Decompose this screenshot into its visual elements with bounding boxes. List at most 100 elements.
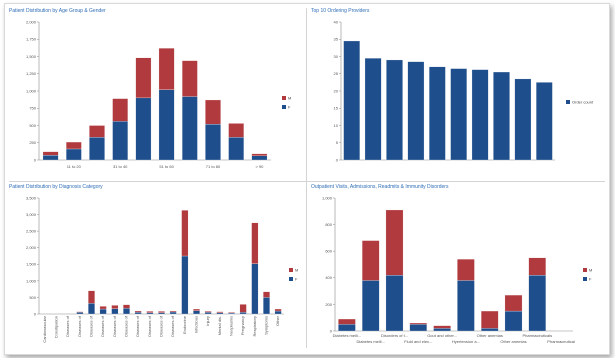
bar-m[interactable] bbox=[88, 290, 95, 304]
x-tick-label: Endocrine bbox=[182, 315, 187, 334]
bar-f[interactable] bbox=[66, 148, 82, 161]
bar-f[interactable] bbox=[228, 312, 235, 315]
bar-f[interactable] bbox=[528, 275, 546, 332]
bar-m[interactable] bbox=[457, 259, 475, 281]
bar-f[interactable] bbox=[263, 297, 270, 315]
bar-m[interactable] bbox=[181, 210, 189, 257]
bar-f[interactable] bbox=[123, 308, 130, 315]
bar-f[interactable] bbox=[158, 312, 165, 315]
bar-f[interactable] bbox=[182, 96, 198, 161]
bar-order-count[interactable] bbox=[407, 61, 425, 161]
bar-m[interactable] bbox=[204, 311, 212, 313]
x-tick-label: Pharmaceuticals bbox=[523, 333, 553, 338]
bar-f[interactable] bbox=[88, 303, 95, 315]
bar-f[interactable] bbox=[42, 155, 59, 161]
bar-m[interactable] bbox=[99, 306, 107, 310]
bar-m[interactable] bbox=[134, 310, 142, 313]
bar-f[interactable] bbox=[99, 308, 107, 315]
x-tick-label: Neoplasms bbox=[229, 316, 234, 336]
bar-m[interactable] bbox=[42, 151, 59, 156]
bar-m[interactable] bbox=[338, 318, 356, 325]
bar-m[interactable] bbox=[216, 311, 224, 313]
bar-m[interactable] bbox=[205, 99, 221, 125]
bar-m[interactable] bbox=[274, 308, 282, 312]
y-tick-label: 600 bbox=[325, 249, 332, 254]
bar-f[interactable] bbox=[251, 263, 259, 315]
bar-order-count[interactable] bbox=[386, 59, 403, 161]
bar-m[interactable] bbox=[481, 310, 499, 329]
bar-m[interactable] bbox=[169, 310, 177, 313]
bar-m[interactable] bbox=[433, 325, 451, 329]
x-tick-label: Disorders of t... bbox=[381, 333, 408, 338]
y-tick-label: 2,500 bbox=[26, 229, 37, 234]
bar-m[interactable] bbox=[123, 304, 130, 309]
bar-f[interactable] bbox=[409, 324, 427, 332]
bar-order-count[interactable] bbox=[514, 78, 532, 161]
bar-m[interactable] bbox=[228, 312, 235, 314]
bar-f[interactable] bbox=[274, 310, 282, 315]
x-tick-label: Mental dis. bbox=[217, 316, 222, 335]
bar-m[interactable] bbox=[112, 98, 128, 122]
bar-m[interactable] bbox=[89, 125, 105, 138]
bar-f[interactable] bbox=[239, 312, 247, 315]
bar-f[interactable] bbox=[433, 328, 451, 332]
bar-m[interactable] bbox=[385, 209, 404, 276]
bar-f[interactable] bbox=[205, 123, 221, 161]
bar-m[interactable] bbox=[239, 304, 247, 313]
bar-m[interactable] bbox=[193, 308, 200, 311]
bar-m[interactable] bbox=[251, 222, 259, 264]
bar-f[interactable] bbox=[146, 312, 154, 315]
bar-f[interactable] bbox=[504, 310, 523, 332]
bar-f[interactable] bbox=[362, 280, 380, 332]
x-tick-label: Hyertension a... bbox=[452, 339, 480, 344]
bar-f[interactable] bbox=[251, 155, 268, 161]
bar-m[interactable] bbox=[76, 311, 84, 313]
bar-f[interactable] bbox=[111, 308, 119, 315]
x-tick-label: Diseases of bbox=[159, 315, 164, 337]
bar-f[interactable] bbox=[216, 312, 224, 315]
bar-f[interactable] bbox=[158, 89, 175, 161]
bar-f[interactable] bbox=[457, 280, 475, 332]
bar-order-count[interactable] bbox=[429, 66, 446, 161]
bar-f[interactable] bbox=[76, 312, 84, 315]
bar-f[interactable] bbox=[338, 324, 356, 332]
bar-m[interactable] bbox=[135, 57, 152, 99]
bar-order-count[interactable] bbox=[493, 71, 510, 161]
bar-m[interactable] bbox=[251, 153, 268, 156]
bar-f[interactable] bbox=[112, 121, 128, 161]
bar-f[interactable] bbox=[169, 311, 177, 315]
x-tick-label: Diabetes melli... bbox=[333, 333, 361, 338]
legend-label: F bbox=[288, 105, 291, 110]
x-tick-label: Pharmaceutical bbox=[547, 339, 575, 344]
x-tick-label: Diabetes melli... bbox=[356, 339, 384, 344]
bar-m[interactable] bbox=[111, 305, 119, 309]
bar-m[interactable] bbox=[263, 291, 270, 298]
bar-m[interactable] bbox=[66, 141, 82, 150]
bar-m[interactable] bbox=[158, 311, 165, 313]
bar-m[interactable] bbox=[362, 240, 380, 281]
bar-m[interactable] bbox=[182, 60, 198, 97]
bar-order-count[interactable] bbox=[343, 40, 360, 161]
bar-order-count[interactable] bbox=[364, 58, 382, 161]
bar-f[interactable] bbox=[181, 255, 189, 315]
bar-order-count[interactable] bbox=[536, 82, 553, 161]
bar-f[interactable] bbox=[228, 137, 244, 161]
bar-m[interactable] bbox=[504, 294, 523, 312]
bar-f[interactable] bbox=[204, 312, 212, 315]
bar-f[interactable] bbox=[134, 312, 142, 315]
bar-m[interactable] bbox=[228, 123, 244, 138]
bar-f[interactable] bbox=[89, 137, 105, 161]
bar-f[interactable] bbox=[135, 97, 152, 161]
bar-f[interactable] bbox=[481, 328, 499, 332]
y-tick-label: 2,000 bbox=[26, 245, 37, 250]
chart-title: Patient Distribution by Age Group & Gend… bbox=[9, 8, 106, 14]
bar-m[interactable] bbox=[146, 311, 154, 313]
bar-m[interactable] bbox=[158, 48, 175, 90]
bar-m[interactable] bbox=[528, 257, 546, 276]
bar-order-count[interactable] bbox=[471, 69, 489, 161]
bar-f[interactable] bbox=[193, 310, 200, 315]
bar-m[interactable] bbox=[409, 322, 427, 325]
bar-f[interactable] bbox=[385, 275, 404, 332]
bar-order-count[interactable] bbox=[450, 68, 467, 161]
age-gender-panel: Patient Distribution by Age Group & Gend… bbox=[9, 8, 304, 178]
